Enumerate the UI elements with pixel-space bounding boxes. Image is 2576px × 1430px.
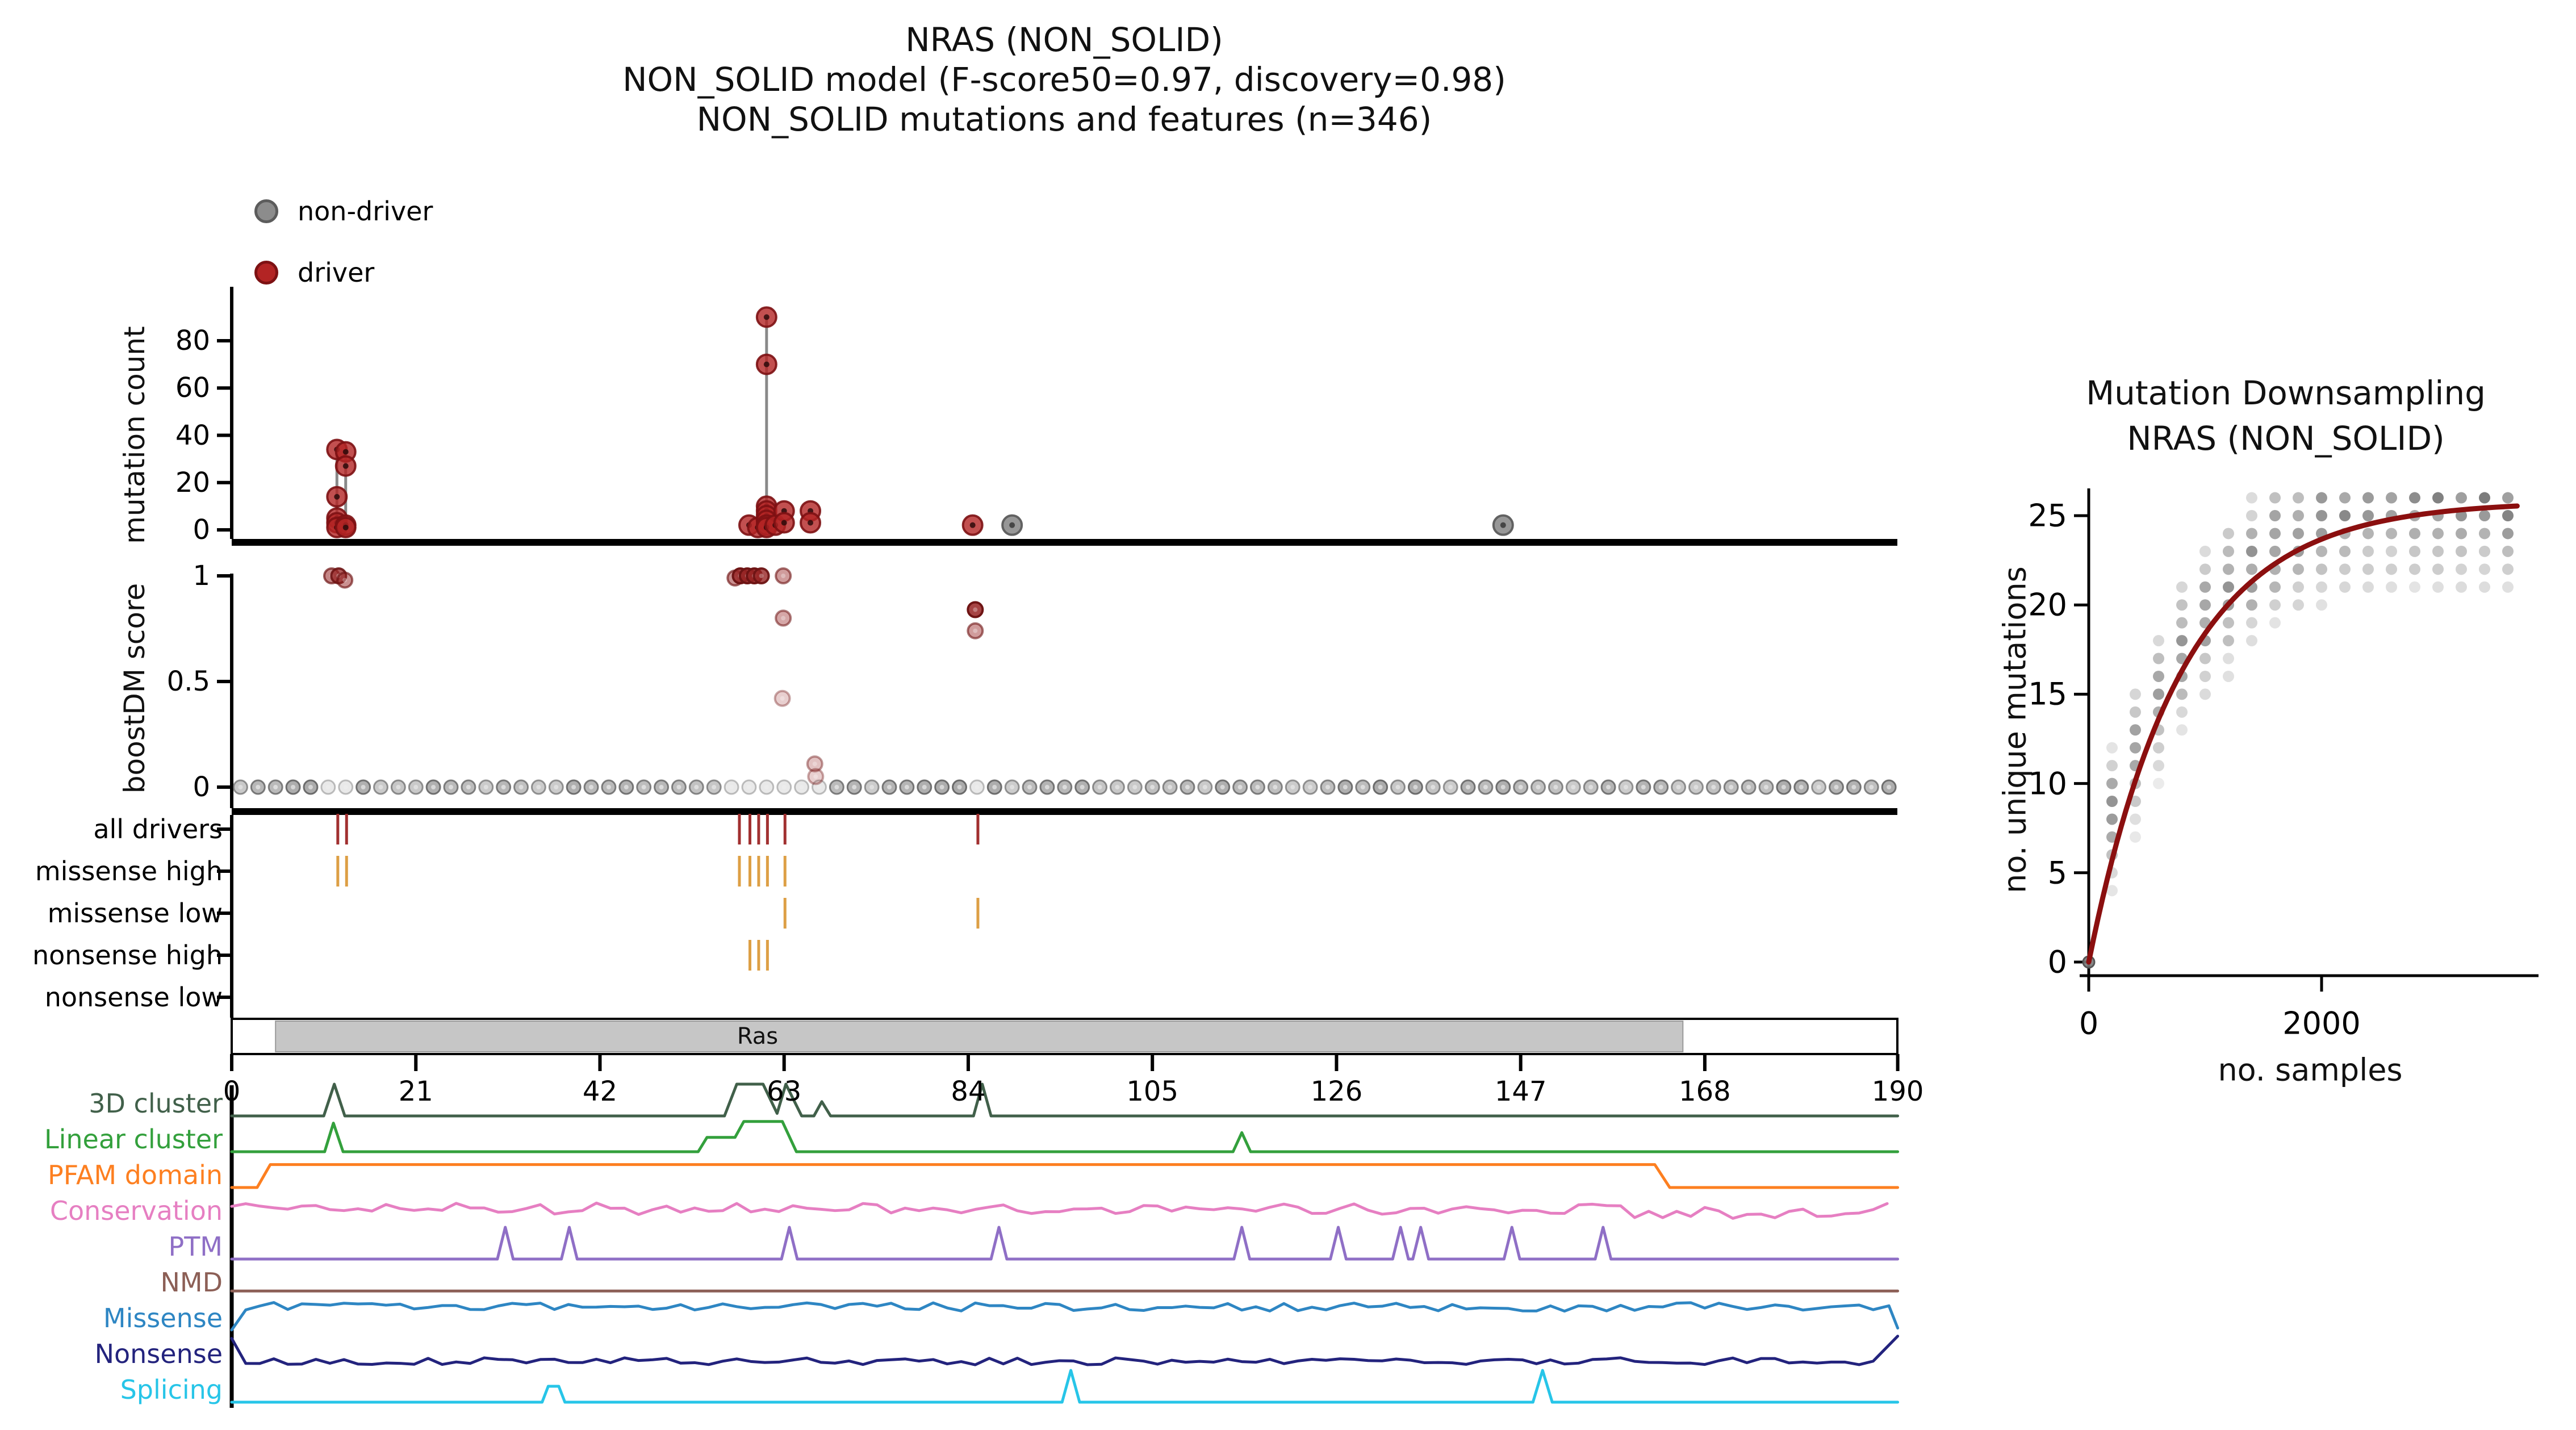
y-tick-label-downsampling: 10: [2028, 766, 2067, 802]
track-label-Linear-cluster: Linear cluster: [44, 1124, 223, 1155]
x-tick-label: 147: [1494, 1076, 1547, 1107]
track-label-PFAM-domain: PFAM domain: [47, 1160, 223, 1190]
row-label-missense-low: missense low: [47, 898, 223, 929]
non-driver-marker-icon: [254, 199, 278, 223]
track-label-NMD: NMD: [160, 1267, 223, 1298]
track-label-3D-cluster: 3D cluster: [89, 1088, 223, 1119]
ras-domain-label: Ras: [737, 1023, 779, 1049]
y-tick-label-downsampling: 0: [2047, 944, 2067, 980]
track-label-Nonsense: Nonsense: [94, 1339, 223, 1369]
y-tick-label-downsampling: 25: [2028, 497, 2067, 534]
y-tick-label-mutation-count: 60: [175, 372, 210, 404]
row-label-all-drivers: all drivers: [93, 814, 223, 844]
x-tick-label: 21: [398, 1076, 433, 1107]
y-tick-label-mutation-count: 0: [193, 514, 210, 546]
x-tick-label: 63: [767, 1076, 802, 1107]
mutation-count-axis-label: mutation count: [118, 326, 151, 544]
x-tick-label: 190: [1871, 1076, 1924, 1107]
downsampling-title: Mutation Downsampling: [2086, 374, 2486, 412]
track-label-Conservation: Conservation: [49, 1195, 223, 1226]
track-label-Splicing: Splicing: [120, 1374, 223, 1405]
row-label-nonsense-low: nonsense low: [44, 982, 223, 1013]
y-tick-label-mutation-count: 40: [175, 419, 210, 451]
y-tick-label-downsampling: 15: [2028, 676, 2067, 712]
row-label-missense-high: missense high: [35, 856, 223, 887]
x-tick-label-downsampling: 2000: [2282, 1005, 2361, 1042]
legend-item-non-driver: non-driver: [254, 196, 433, 227]
y-tick-label-downsampling: 20: [2028, 587, 2067, 623]
x-tick-label: 126: [1310, 1076, 1363, 1107]
x-tick-label-downsampling: 0: [2079, 1005, 2099, 1042]
y-tick-label-boostdm: 1: [193, 560, 210, 592]
track-label-PTM: PTM: [168, 1231, 223, 1262]
y-tick-label-boostdm: 0: [193, 771, 210, 803]
row-label-nonsense-high: nonsense high: [32, 940, 223, 971]
page-title-line1: NRAS (NON_SOLID): [905, 20, 1223, 59]
legend-item-driver: driver: [254, 257, 374, 288]
page-title-line2: NON_SOLID model (F-score50=0.97, discove…: [622, 60, 1506, 99]
legend-label-driver: driver: [298, 257, 375, 288]
y-tick-label-boostdm: 0.5: [166, 666, 210, 697]
x-tick-label: 105: [1126, 1076, 1178, 1107]
legend-label-non-driver: non-driver: [298, 196, 433, 227]
y-tick-label-mutation-count: 20: [175, 466, 210, 499]
x-tick-label: 42: [582, 1076, 618, 1107]
x-tick-label: 168: [1679, 1076, 1731, 1107]
driver-marker-icon: [254, 261, 278, 285]
x-tick-label: 84: [951, 1076, 986, 1107]
downsampling-xlabel: no. samples: [2218, 1052, 2403, 1088]
y-tick-label-mutation-count: 80: [175, 325, 210, 357]
x-tick-label: 0: [223, 1076, 241, 1107]
downsampling-ylabel: no. unique mutations: [1997, 566, 2033, 893]
y-tick-label-downsampling: 5: [2047, 855, 2067, 891]
boostdm-score-axis-label: boostDM score: [118, 583, 151, 794]
page-title-line3: NON_SOLID mutations and features (n=346): [696, 100, 1432, 139]
track-label-Missense: Missense: [103, 1303, 223, 1333]
downsampling-subtitle: NRAS (NON_SOLID): [2127, 419, 2445, 458]
